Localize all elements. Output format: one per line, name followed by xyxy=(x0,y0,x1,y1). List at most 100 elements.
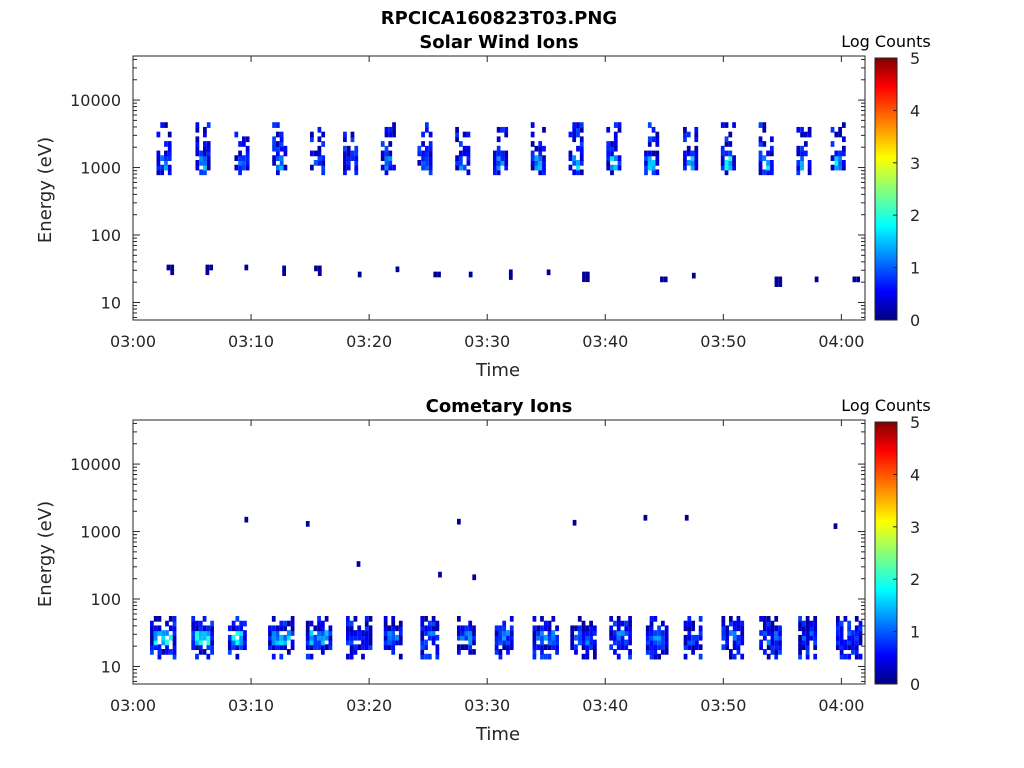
ci-cell-low xyxy=(391,630,396,636)
ci-cell-low xyxy=(536,625,541,632)
sw-cell-high xyxy=(279,164,284,171)
sw-cell-high xyxy=(428,141,433,147)
sw-cell-low xyxy=(317,270,322,276)
ci-cell-low xyxy=(349,620,354,627)
sw-cell-high xyxy=(275,164,280,171)
sw-cell-high xyxy=(690,155,695,161)
ci-cell-low xyxy=(364,634,369,641)
ci-cell-low xyxy=(243,634,247,641)
ci-cell-low xyxy=(613,620,617,627)
colorbar-tick-label: 2 xyxy=(910,570,920,589)
ci-cell-low xyxy=(231,625,236,632)
ci-cell-low xyxy=(361,630,365,636)
ci-cell-low xyxy=(851,630,855,636)
ci-cell-low xyxy=(210,644,214,651)
ci-cell-low xyxy=(585,634,590,641)
ci-cell-isolated xyxy=(572,519,577,526)
sw-cell-high xyxy=(762,155,767,161)
sw-cell-high xyxy=(199,155,203,161)
ci-cell-low xyxy=(839,634,844,641)
sw-cell-high xyxy=(651,164,656,171)
ci-cell-low xyxy=(555,634,559,641)
ci-cell-low xyxy=(206,634,211,641)
ci-cell-low xyxy=(585,625,590,632)
ci-cell-low xyxy=(801,620,806,627)
ci-cell-low xyxy=(464,630,469,636)
y-tick-label: 100 xyxy=(90,590,121,609)
ci-cell-low xyxy=(798,644,802,651)
ci-cell-low xyxy=(766,644,771,651)
sw-cell-high xyxy=(167,169,172,176)
ci-cell-low xyxy=(502,630,507,636)
sw-cell-high xyxy=(160,155,165,161)
ci-cell-low xyxy=(628,639,632,646)
sw-cell-high xyxy=(683,164,687,171)
ci-cell-low xyxy=(468,639,473,646)
ci-cell-low xyxy=(161,634,166,641)
ci-cell-low xyxy=(657,625,661,632)
sw-cell-high xyxy=(283,164,288,171)
ci-cell-low xyxy=(839,649,844,655)
ci-cell-low xyxy=(313,625,318,632)
ci-cell-low xyxy=(361,653,365,660)
sw-cell-high xyxy=(538,141,543,147)
ci-cell-low xyxy=(835,615,840,622)
sw-cell-high xyxy=(164,164,168,171)
ci-cell-low xyxy=(275,634,280,641)
ci-cell-low xyxy=(195,620,199,627)
sw-cell-high xyxy=(350,136,355,143)
ci-cell-low xyxy=(645,639,650,646)
ci-cell-low xyxy=(468,644,473,651)
ci-cell-low xyxy=(664,639,669,646)
sw-cell-high xyxy=(694,150,699,157)
sw-cell-high xyxy=(272,141,276,147)
ci-cell-low xyxy=(368,639,373,646)
ci-cell-low xyxy=(540,639,544,646)
ci-cell-low xyxy=(774,639,779,646)
sw-cell-high xyxy=(796,169,801,176)
ci-cell-low xyxy=(805,634,810,641)
ci-cell-low xyxy=(649,630,654,636)
ci-cell-low xyxy=(801,625,806,632)
sw-cell-high xyxy=(683,131,687,138)
sw-cell-high xyxy=(496,160,501,166)
x-tick-label: 03:30 xyxy=(464,696,510,715)
ci-cell-low xyxy=(494,649,499,655)
y-axis-label-cometary: Energy (eV) xyxy=(35,501,56,607)
ci-cell-low xyxy=(551,634,556,641)
ci-cell-low xyxy=(835,644,840,651)
x-tick-label: 03:40 xyxy=(582,696,628,715)
ci-cell-low xyxy=(368,615,373,622)
sw-cell-low xyxy=(852,276,857,283)
ci-cell-low xyxy=(725,639,729,646)
sw-cell-high xyxy=(380,150,385,157)
sw-cell-high xyxy=(354,150,359,157)
ci-cell-low xyxy=(770,634,775,641)
sw-cell-high xyxy=(690,150,695,157)
sw-cell-high xyxy=(728,131,733,138)
sw-cell-high xyxy=(203,131,207,138)
ci-cell-low xyxy=(695,644,699,651)
ci-cell-low xyxy=(729,615,733,622)
sw-cell-high xyxy=(762,126,767,133)
ci-cell-low xyxy=(805,630,810,636)
colorbar-cometary xyxy=(874,421,898,685)
sw-cell-high xyxy=(283,150,288,157)
ci-cell-low xyxy=(839,630,844,636)
ci-cell-low xyxy=(191,625,196,632)
ci-cell-low xyxy=(317,634,321,641)
ci-cell-low xyxy=(157,649,162,655)
ci-cell-low xyxy=(153,644,158,651)
ci-cell-low xyxy=(398,620,403,627)
ci-cell-low xyxy=(691,634,695,641)
sw-cell-high xyxy=(732,160,736,166)
sw-cell-high xyxy=(769,160,774,166)
ci-cell-low xyxy=(435,653,440,660)
ci-cell-low xyxy=(305,620,310,627)
sw-cell-high xyxy=(241,141,246,147)
x-ticks-solar-wind: 03:00 03:10 03:20 03:30 03:40 03:50 04:00 xyxy=(110,56,864,351)
ci-cell-low xyxy=(736,625,741,632)
sw-cell-high xyxy=(245,145,250,152)
sw-cell-high xyxy=(647,155,652,161)
ci-cell-low xyxy=(271,639,276,646)
